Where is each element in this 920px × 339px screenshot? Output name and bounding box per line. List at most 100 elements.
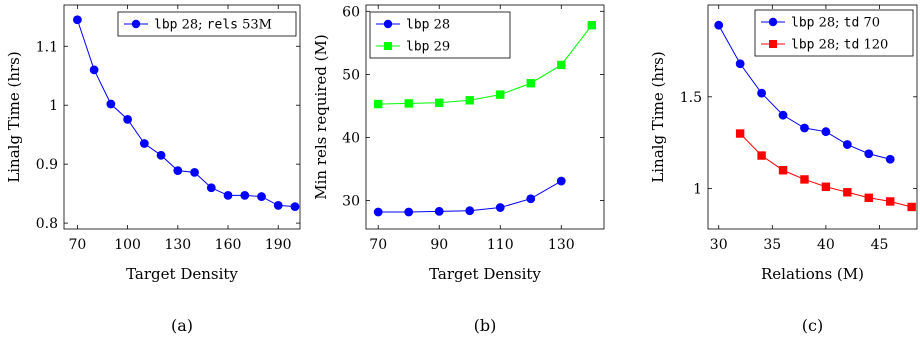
- data-point: [757, 151, 766, 160]
- data-point: [465, 206, 475, 216]
- data-point: [373, 207, 383, 217]
- legend-text-part: 28;: [814, 38, 843, 53]
- data-point: [240, 191, 250, 200]
- data-point: [465, 96, 474, 105]
- data-point: [434, 206, 444, 216]
- data-point: [843, 188, 852, 197]
- data-point: [526, 79, 535, 88]
- legend-marker: [384, 42, 392, 50]
- data-point: [290, 202, 300, 212]
- x-tick-label: 130: [548, 237, 575, 253]
- legend-text-part: lbp: [791, 16, 815, 31]
- x-tick-label: 40: [817, 237, 835, 253]
- legend-text-part: lbp: [154, 18, 178, 33]
- legend-text-part: 29: [429, 40, 450, 55]
- legend-label: lbp 28; td 70: [791, 16, 880, 31]
- data-point: [72, 15, 82, 25]
- data-point: [735, 59, 745, 69]
- legend-text-part: 70: [859, 16, 880, 31]
- series-1: [714, 20, 895, 164]
- data-point: [778, 110, 788, 120]
- data-point: [800, 175, 809, 184]
- y-tick-label: 1: [693, 182, 702, 198]
- plot-frame: [707, 4, 918, 230]
- y-axis-label: Linalg Time (hrs): [5, 51, 23, 182]
- data-point: [714, 20, 724, 30]
- data-point: [821, 182, 831, 191]
- series-line: [76, 19, 296, 208]
- series-2: [374, 20, 596, 109]
- legend-item: lbp 28: [376, 18, 450, 33]
- data-point: [257, 192, 266, 201]
- legend-label: lbp 28; rels 53M: [154, 18, 272, 33]
- y-tick-label: 40: [342, 131, 360, 147]
- x-tick-label: 30: [710, 237, 728, 253]
- legend-box: [754, 9, 914, 57]
- data-point: [496, 90, 505, 99]
- data-point: [123, 114, 133, 124]
- plot-frame: [365, 4, 605, 230]
- data-point: [735, 129, 745, 138]
- y-tick-label: 60: [342, 4, 360, 20]
- data-point: [821, 127, 831, 137]
- chart-c: 30 35 40 45 1 1.5 Relations (M) Linalg Time (hr…: [649, 4, 918, 335]
- x-tick-label: 190: [265, 237, 292, 253]
- y-tick-label: 0.9: [36, 157, 58, 173]
- legend-marker: [768, 17, 778, 27]
- x-tick-label: 100: [114, 237, 141, 253]
- legend-item: lbp 28; rels 53M: [124, 18, 272, 33]
- legend-text-part: lbp: [406, 18, 430, 33]
- data-point: [206, 183, 216, 193]
- y-axis-label: Min rels required (M): [312, 34, 330, 199]
- data-point: [757, 88, 766, 98]
- x-tick-label: 70: [369, 237, 387, 253]
- data-point: [886, 197, 895, 206]
- data-point: [139, 139, 149, 148]
- data-point: [885, 154, 895, 164]
- legend-marker: [383, 19, 393, 29]
- data-point: [190, 168, 199, 177]
- chart-caption: (a): [171, 316, 193, 335]
- y-tick-label: 1.1: [36, 39, 58, 55]
- data-point: [495, 203, 505, 212]
- legend-text-part: lbp: [791, 38, 815, 53]
- y-tick-label: 50: [342, 67, 360, 83]
- legend-text-part: 120: [859, 38, 888, 53]
- data-point: [557, 60, 566, 70]
- data-point: [864, 149, 874, 159]
- legend-marker: [131, 19, 141, 29]
- x-tick-label: 90: [430, 237, 448, 253]
- series-line: [739, 133, 912, 208]
- x-axis-label: Target Density: [126, 265, 238, 283]
- data-point: [223, 191, 233, 200]
- legend-text-part: 28;: [177, 18, 206, 33]
- legend-text-part: 53M: [238, 18, 272, 33]
- data-point: [800, 123, 809, 133]
- legend-marker: [769, 40, 777, 48]
- legend-item: lbp 28; td 120: [761, 38, 888, 53]
- legend-item: lbp 28; td 70: [761, 16, 880, 31]
- x-tick-label: 110: [487, 237, 514, 253]
- data-point: [556, 176, 566, 186]
- legend-text-part: lbp: [406, 40, 430, 55]
- y-tick-label: 30: [342, 194, 360, 210]
- legend-label: lbp 29: [406, 40, 450, 55]
- data-point: [173, 166, 183, 176]
- legend-item: lbp 29: [376, 40, 450, 55]
- chart-b: 70 90 110 130 30 40 50 60 Target Density Min rels…: [312, 4, 605, 335]
- legend-text-part: td: [844, 38, 860, 53]
- data-point: [156, 150, 166, 160]
- data-point: [404, 99, 413, 108]
- data-point: [374, 99, 383, 109]
- x-axis-label: Target Density: [429, 265, 541, 283]
- data-point: [106, 99, 116, 109]
- y-tick-label: 1: [49, 98, 58, 114]
- series-1: [373, 176, 566, 217]
- plot-frame: [63, 4, 301, 230]
- data-point: [842, 140, 852, 149]
- chart-a: 70 100 130 160 190 0.8 0.9 1 1.1 Target Density Li…: [5, 4, 301, 335]
- legend-text-part: 28: [429, 18, 450, 33]
